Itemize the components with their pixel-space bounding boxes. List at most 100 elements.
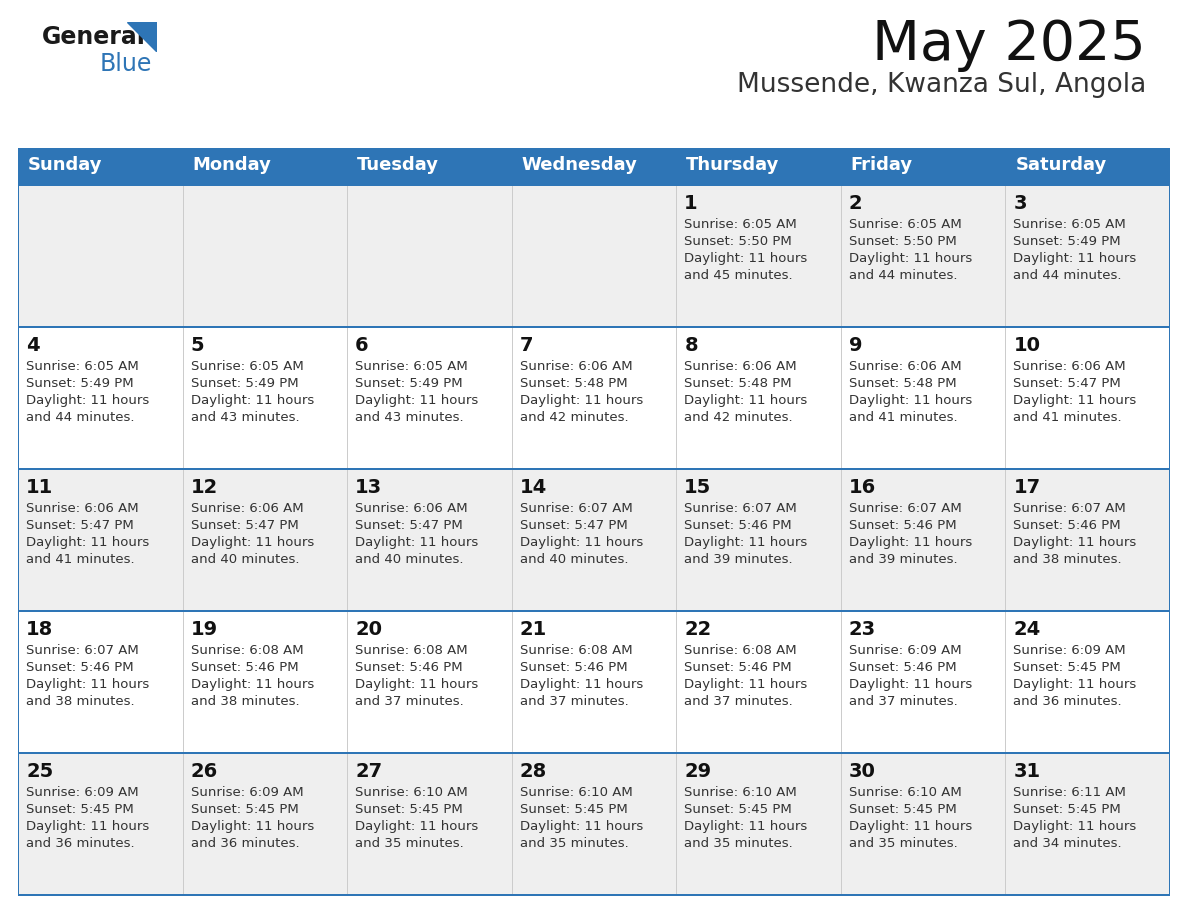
Text: 24: 24: [1013, 620, 1041, 639]
Text: Sunset: 5:50 PM: Sunset: 5:50 PM: [849, 235, 956, 248]
Text: and 40 minutes.: and 40 minutes.: [190, 553, 299, 566]
Text: 23: 23: [849, 620, 876, 639]
Text: and 37 minutes.: and 37 minutes.: [849, 695, 958, 708]
Text: 27: 27: [355, 762, 383, 781]
Text: Daylight: 11 hours: Daylight: 11 hours: [849, 678, 972, 691]
Text: Sunrise: 6:05 AM: Sunrise: 6:05 AM: [849, 218, 961, 231]
Text: Sunrise: 6:06 AM: Sunrise: 6:06 AM: [1013, 360, 1126, 373]
Text: Daylight: 11 hours: Daylight: 11 hours: [849, 536, 972, 549]
Text: Blue: Blue: [100, 52, 152, 76]
Text: 12: 12: [190, 478, 217, 497]
Text: Daylight: 11 hours: Daylight: 11 hours: [1013, 678, 1137, 691]
Text: 26: 26: [190, 762, 217, 781]
Text: Sunrise: 6:10 AM: Sunrise: 6:10 AM: [355, 786, 468, 799]
Text: Daylight: 11 hours: Daylight: 11 hours: [684, 536, 808, 549]
Text: and 37 minutes.: and 37 minutes.: [355, 695, 463, 708]
Text: Daylight: 11 hours: Daylight: 11 hours: [190, 678, 314, 691]
Text: and 35 minutes.: and 35 minutes.: [355, 837, 463, 850]
Text: 19: 19: [190, 620, 217, 639]
Text: Sunset: 5:48 PM: Sunset: 5:48 PM: [519, 377, 627, 390]
Text: Daylight: 11 hours: Daylight: 11 hours: [355, 678, 479, 691]
Text: Sunrise: 6:06 AM: Sunrise: 6:06 AM: [355, 502, 468, 515]
Text: Sunrise: 6:09 AM: Sunrise: 6:09 AM: [190, 786, 303, 799]
Text: Thursday: Thursday: [687, 156, 779, 174]
Text: and 41 minutes.: and 41 minutes.: [26, 553, 134, 566]
Text: and 35 minutes.: and 35 minutes.: [684, 837, 794, 850]
Text: Sunrise: 6:08 AM: Sunrise: 6:08 AM: [684, 644, 797, 657]
Text: Sunset: 5:46 PM: Sunset: 5:46 PM: [684, 661, 792, 674]
Text: 28: 28: [519, 762, 546, 781]
Text: Daylight: 11 hours: Daylight: 11 hours: [519, 536, 643, 549]
Text: Sunrise: 6:06 AM: Sunrise: 6:06 AM: [684, 360, 797, 373]
Text: Wednesday: Wednesday: [522, 156, 638, 174]
Text: Sunrise: 6:10 AM: Sunrise: 6:10 AM: [684, 786, 797, 799]
Text: Sunset: 5:46 PM: Sunset: 5:46 PM: [849, 661, 956, 674]
Text: Daylight: 11 hours: Daylight: 11 hours: [355, 394, 479, 407]
Text: Daylight: 11 hours: Daylight: 11 hours: [684, 678, 808, 691]
Text: and 44 minutes.: and 44 minutes.: [26, 411, 134, 424]
Text: Sunset: 5:45 PM: Sunset: 5:45 PM: [849, 803, 956, 816]
Text: Daylight: 11 hours: Daylight: 11 hours: [355, 536, 479, 549]
Text: 16: 16: [849, 478, 876, 497]
Polygon shape: [127, 22, 157, 52]
Text: Sunrise: 6:10 AM: Sunrise: 6:10 AM: [519, 786, 632, 799]
Text: Sunrise: 6:10 AM: Sunrise: 6:10 AM: [849, 786, 961, 799]
Text: Daylight: 11 hours: Daylight: 11 hours: [190, 394, 314, 407]
Text: and 43 minutes.: and 43 minutes.: [190, 411, 299, 424]
Text: and 41 minutes.: and 41 minutes.: [849, 411, 958, 424]
Text: Daylight: 11 hours: Daylight: 11 hours: [190, 820, 314, 833]
Text: Sunrise: 6:09 AM: Sunrise: 6:09 AM: [26, 786, 139, 799]
Text: Daylight: 11 hours: Daylight: 11 hours: [26, 820, 150, 833]
Text: Sunset: 5:46 PM: Sunset: 5:46 PM: [190, 661, 298, 674]
Text: Daylight: 11 hours: Daylight: 11 hours: [519, 394, 643, 407]
Text: 31: 31: [1013, 762, 1041, 781]
Text: Sunset: 5:45 PM: Sunset: 5:45 PM: [190, 803, 298, 816]
Text: Sunset: 5:45 PM: Sunset: 5:45 PM: [519, 803, 627, 816]
Text: and 39 minutes.: and 39 minutes.: [684, 553, 792, 566]
Text: 30: 30: [849, 762, 876, 781]
Text: Sunset: 5:46 PM: Sunset: 5:46 PM: [1013, 519, 1121, 532]
Text: Sunday: Sunday: [27, 156, 102, 174]
Text: 2: 2: [849, 194, 862, 213]
Text: Sunrise: 6:08 AM: Sunrise: 6:08 AM: [190, 644, 303, 657]
Text: Sunset: 5:45 PM: Sunset: 5:45 PM: [684, 803, 792, 816]
Text: Sunset: 5:47 PM: Sunset: 5:47 PM: [355, 519, 463, 532]
Text: Sunrise: 6:05 AM: Sunrise: 6:05 AM: [26, 360, 139, 373]
Text: and 42 minutes.: and 42 minutes.: [519, 411, 628, 424]
Text: 14: 14: [519, 478, 546, 497]
Text: Sunset: 5:46 PM: Sunset: 5:46 PM: [849, 519, 956, 532]
Text: 7: 7: [519, 336, 533, 355]
Text: and 40 minutes.: and 40 minutes.: [519, 553, 628, 566]
Text: 10: 10: [1013, 336, 1041, 355]
Text: 25: 25: [26, 762, 53, 781]
Text: Sunset: 5:49 PM: Sunset: 5:49 PM: [1013, 235, 1121, 248]
Text: Sunset: 5:47 PM: Sunset: 5:47 PM: [26, 519, 134, 532]
Text: Sunrise: 6:08 AM: Sunrise: 6:08 AM: [355, 644, 468, 657]
Text: Monday: Monday: [192, 156, 271, 174]
Text: Sunrise: 6:05 AM: Sunrise: 6:05 AM: [1013, 218, 1126, 231]
Text: 5: 5: [190, 336, 204, 355]
Text: and 38 minutes.: and 38 minutes.: [190, 695, 299, 708]
Text: Sunrise: 6:05 AM: Sunrise: 6:05 AM: [190, 360, 303, 373]
Text: and 35 minutes.: and 35 minutes.: [519, 837, 628, 850]
Text: Daylight: 11 hours: Daylight: 11 hours: [355, 820, 479, 833]
Text: Sunrise: 6:07 AM: Sunrise: 6:07 AM: [519, 502, 632, 515]
Text: and 35 minutes.: and 35 minutes.: [849, 837, 958, 850]
Text: Sunset: 5:47 PM: Sunset: 5:47 PM: [519, 519, 627, 532]
Text: and 36 minutes.: and 36 minutes.: [190, 837, 299, 850]
Text: Daylight: 11 hours: Daylight: 11 hours: [849, 252, 972, 265]
Text: and 36 minutes.: and 36 minutes.: [1013, 695, 1121, 708]
Text: Sunset: 5:48 PM: Sunset: 5:48 PM: [684, 377, 792, 390]
Text: Sunset: 5:49 PM: Sunset: 5:49 PM: [190, 377, 298, 390]
Text: Daylight: 11 hours: Daylight: 11 hours: [849, 820, 972, 833]
Text: and 39 minutes.: and 39 minutes.: [849, 553, 958, 566]
Text: Sunrise: 6:07 AM: Sunrise: 6:07 AM: [1013, 502, 1126, 515]
Text: and 43 minutes.: and 43 minutes.: [355, 411, 463, 424]
Text: Sunrise: 6:06 AM: Sunrise: 6:06 AM: [26, 502, 139, 515]
Text: Sunset: 5:50 PM: Sunset: 5:50 PM: [684, 235, 792, 248]
Text: Sunrise: 6:05 AM: Sunrise: 6:05 AM: [355, 360, 468, 373]
Text: Sunset: 5:46 PM: Sunset: 5:46 PM: [26, 661, 133, 674]
Text: and 37 minutes.: and 37 minutes.: [519, 695, 628, 708]
Text: and 42 minutes.: and 42 minutes.: [684, 411, 792, 424]
Text: Tuesday: Tuesday: [358, 156, 440, 174]
